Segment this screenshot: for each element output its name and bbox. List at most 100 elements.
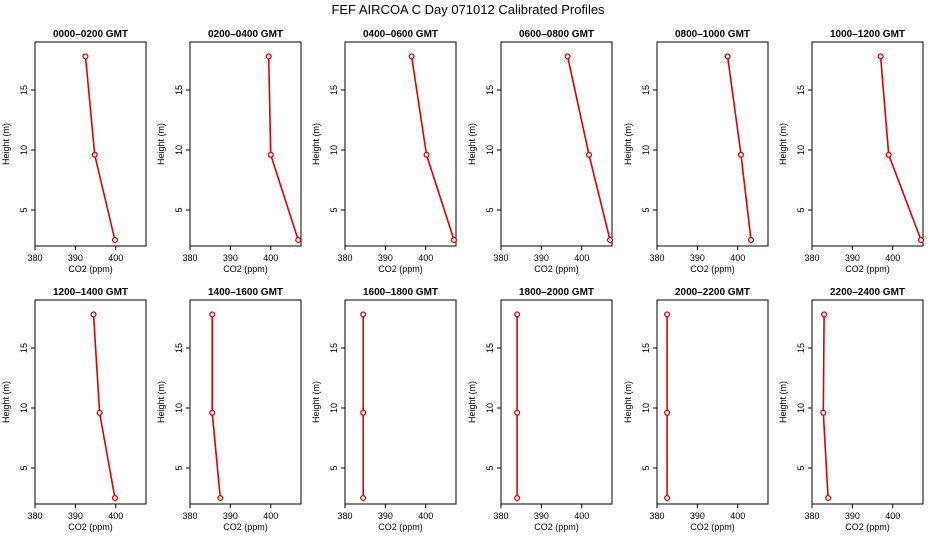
data-point [606,236,614,244]
x-tick-label: 380 [804,511,819,521]
x-tick-label: 400 [885,511,900,521]
data-point [564,53,571,60]
y-tick-label: 15 [485,343,495,353]
data-point [821,311,828,318]
y-axis-label: Height (m) [156,381,166,423]
x-tick-label: 390 [378,253,393,263]
plot-frame [500,41,613,247]
plot-frame [344,41,457,247]
y-tick-label: 15 [329,343,339,353]
plot-frame [811,299,924,505]
y-tick-label: 5 [641,465,651,470]
y-tick-label: 15 [19,85,29,95]
data-point [423,151,430,158]
y-tick-label: 10 [19,145,29,155]
x-axis-label: CO2 (ppm) [690,522,735,532]
y-tick-label: 15 [329,85,339,95]
x-tick-label: 400 [574,253,589,263]
data-point [90,311,97,318]
y-tick-label: 5 [796,465,806,470]
panel-grid: 0000–0200 GMT 380 390 400 5 10 15 CO2 (ppm) Heig… [1,29,925,532]
y-tick-label: 10 [485,145,495,155]
profile-panel: 1600–1800 GMT 380 390 400 5 10 15 CO2 (ppm) Heig… [311,287,457,532]
profile-panel: 2000–2200 GMT 380 390 400 5 10 15 CO2 (ppm) Heig… [623,287,769,532]
x-tick-label: 390 [534,511,549,521]
profile-panel: 0200–0400 GMT 380 390 400 5 10 15 CO2 (ppm) Heig… [156,29,302,274]
y-tick-label: 15 [796,343,806,353]
x-tick-label: 390 [378,511,393,521]
x-axis-label: CO2 (ppm) [223,522,268,532]
x-axis-label: CO2 (ppm) [223,264,268,274]
x-tick-label: 400 [730,511,745,521]
data-point [111,494,118,502]
x-axis-label: CO2 (ppm) [378,522,423,532]
x-axis-label: CO2 (ppm) [68,522,113,532]
panel-title: 0600–0800 GMT [519,29,594,40]
y-tick-label: 10 [796,403,806,413]
panel-title: 0000–0200 GMT [53,29,128,40]
x-axis-label: CO2 (ppm) [68,264,113,274]
data-point [265,53,272,60]
x-tick-label: 380 [804,253,819,263]
x-axis-label: CO2 (ppm) [845,264,890,274]
panel-title: 1600–1800 GMT [363,287,438,298]
y-tick-label: 5 [329,207,339,212]
data-point [514,494,521,502]
data-point [267,151,274,158]
x-tick-label: 390 [690,511,705,521]
x-tick-label: 400 [885,253,900,263]
x-tick-label: 390 [845,511,860,521]
data-point [664,494,671,502]
data-point [664,409,671,416]
y-tick-label: 5 [19,207,29,212]
x-tick-label: 390 [223,253,238,263]
data-point [877,53,884,60]
y-tick-label: 10 [174,403,184,413]
y-axis-label: Height (m) [778,123,788,165]
data-point [96,409,103,416]
y-axis-label: Height (m) [311,381,321,423]
x-tick-label: 380 [493,253,508,263]
panel-title: 2000–2200 GMT [675,287,750,298]
profile-panel: 1400–1600 GMT 380 390 400 5 10 15 CO2 (ppm) Heig… [156,287,302,532]
data-point [91,151,98,158]
y-tick-label: 5 [19,465,29,470]
y-tick-label: 15 [174,343,184,353]
data-point [585,151,593,158]
y-axis-label: Height (m) [778,381,788,423]
x-tick-label: 380 [337,253,352,263]
y-tick-label: 5 [485,465,495,470]
x-axis-label: CO2 (ppm) [690,264,735,274]
data-point [450,236,458,244]
profile-line [822,314,829,499]
data-point [82,53,89,60]
x-tick-label: 380 [182,511,197,521]
x-tick-label: 390 [223,511,238,521]
profile-line [410,56,455,241]
y-tick-label: 15 [641,343,651,353]
data-point [360,494,367,502]
data-point [724,53,731,60]
data-point [885,151,892,158]
plot-frame [189,41,302,247]
profile-panel: 0600–0800 GMT 380 390 400 5 10 15 CO2 (ppm) Heig… [467,29,614,274]
panel-title: 1400–1600 GMT [208,287,283,298]
profile-panel: 1800–2000 GMT 380 390 400 5 10 15 CO2 (ppm) Heig… [467,287,613,532]
plot-frame [656,41,769,247]
y-tick-label: 10 [641,403,651,413]
plot-frame [34,41,147,247]
panel-title: 2200–2400 GMT [830,287,905,298]
y-tick-label: 15 [641,85,651,95]
x-tick-label: 380 [27,253,42,263]
y-tick-label: 15 [19,343,29,353]
data-point [408,53,415,60]
profile-line [267,56,299,241]
y-tick-label: 10 [796,145,806,155]
profile-panel: 2200–2400 GMT 380 390 400 5 10 15 CO2 (ppm) Heig… [778,287,924,532]
data-point [825,494,832,502]
data-point [917,236,925,244]
x-axis-label: CO2 (ppm) [378,264,423,274]
y-tick-label: 15 [174,85,184,95]
y-axis-label: Height (m) [1,381,11,423]
y-axis-label: Height (m) [311,123,321,165]
